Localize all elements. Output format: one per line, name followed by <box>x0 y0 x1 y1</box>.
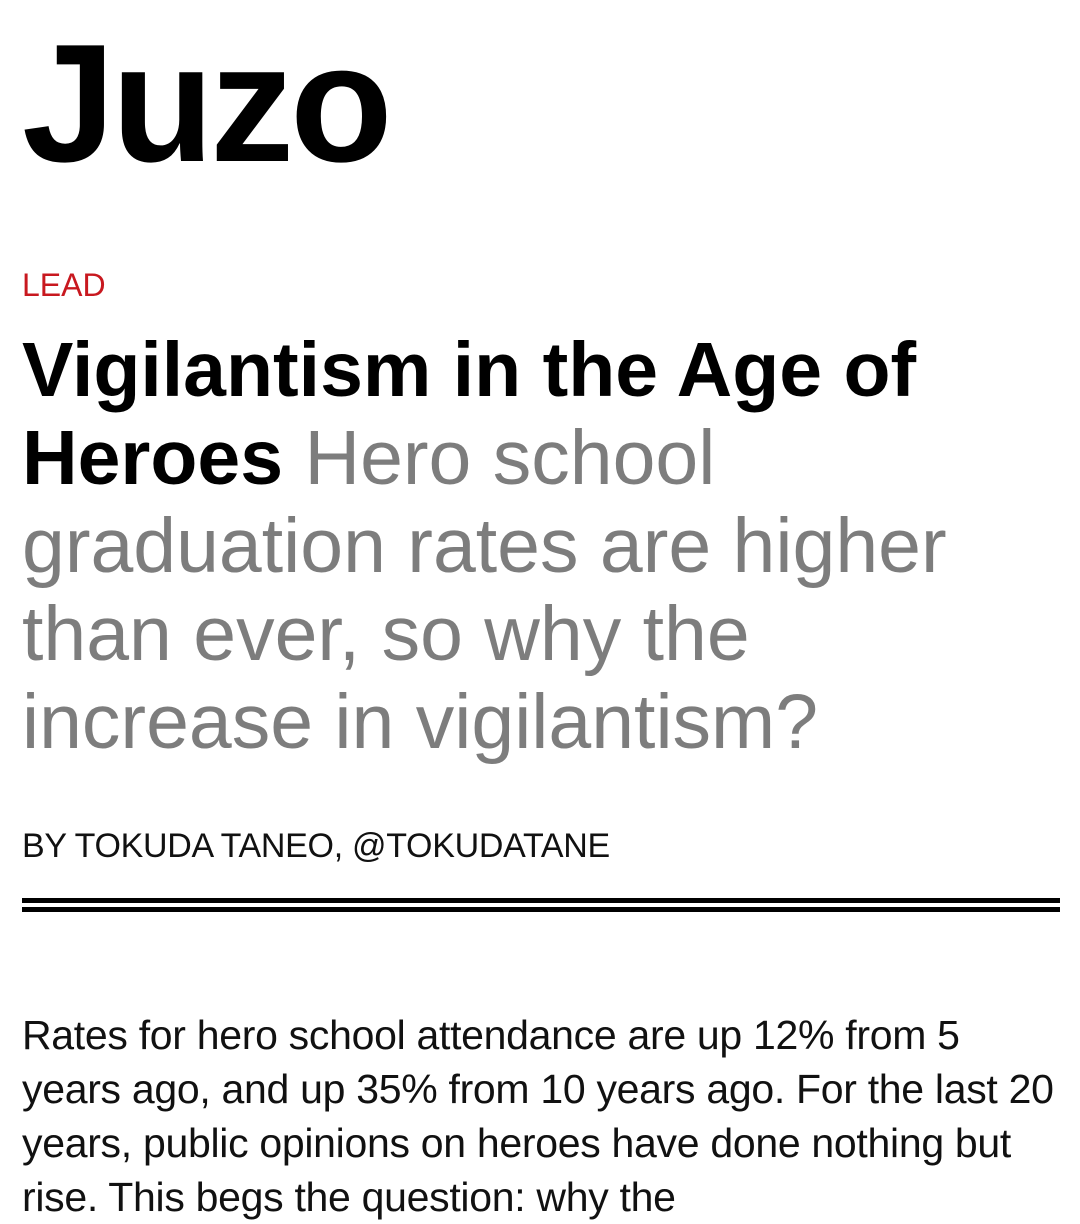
section-label[interactable]: LEAD <box>22 267 106 303</box>
publication-logo[interactable]: Juzo <box>22 9 393 197</box>
article-body: Rates for hero school attendance are up … <box>22 1012 1054 1220</box>
article-title: Vigilantism in the Age of Heroes <box>22 327 917 501</box>
article-dek: Hero school graduation rates are higher … <box>22 415 947 765</box>
divider <box>22 898 1060 912</box>
article-byline: BY TOKUDA TANEO, @TOKUDATANE <box>22 827 610 865</box>
article-headline: Vigilantism in the Age of Heroes Hero sc… <box>22 326 1062 766</box>
